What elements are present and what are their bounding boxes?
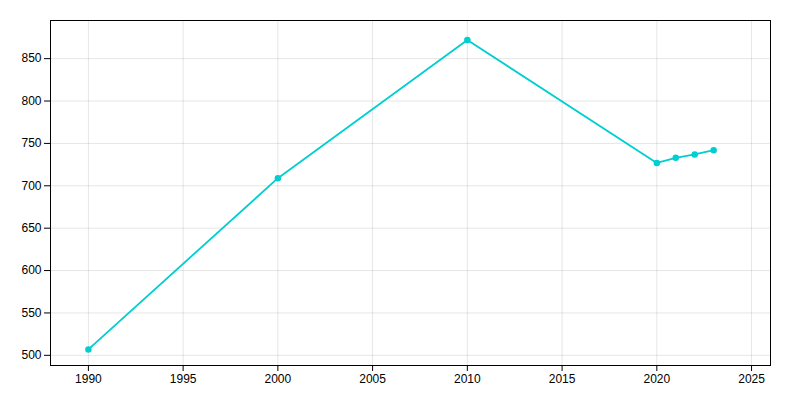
svg-text:650: 650 — [21, 221, 41, 235]
svg-text:2025: 2025 — [738, 372, 765, 386]
svg-text:2015: 2015 — [549, 372, 576, 386]
svg-text:700: 700 — [21, 179, 41, 193]
svg-text:2005: 2005 — [359, 372, 386, 386]
svg-text:800: 800 — [21, 94, 41, 108]
svg-text:2020: 2020 — [643, 372, 670, 386]
svg-text:750: 750 — [21, 136, 41, 150]
svg-text:850: 850 — [21, 51, 41, 65]
svg-text:500: 500 — [21, 348, 41, 362]
svg-text:1995: 1995 — [170, 372, 197, 386]
svg-text:2000: 2000 — [265, 372, 292, 386]
svg-text:600: 600 — [21, 263, 41, 277]
svg-text:1990: 1990 — [75, 372, 102, 386]
svg-text:550: 550 — [21, 306, 41, 320]
svg-text:2010: 2010 — [454, 372, 481, 386]
